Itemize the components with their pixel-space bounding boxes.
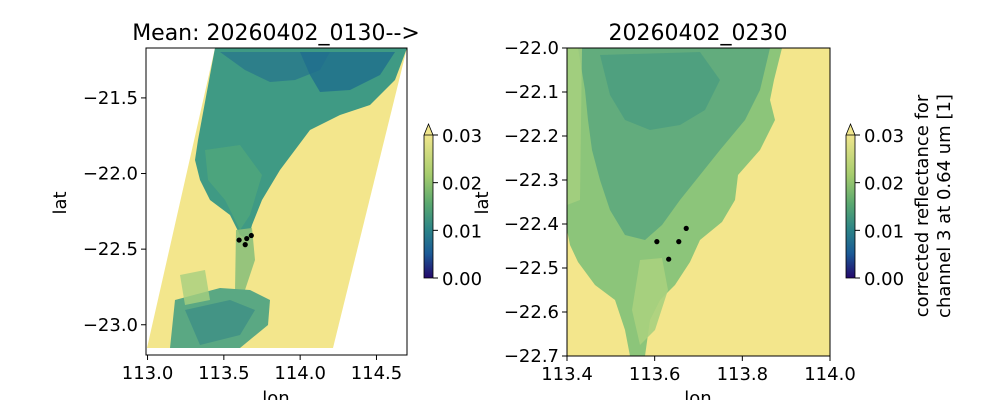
y-tick-label: −22.5 [83,239,138,260]
y-tick-label: −22.6 [504,302,559,323]
panel-1-colorbar-extend-arrow [423,122,434,136]
panel-2-title: 20260402_0230 [609,21,788,46]
colorbar-tick-label: 0.00 [864,269,904,290]
marker-point [248,232,254,239]
panel-2-colorbar-ticks: 0.00 0.01 0.02 0.03 [855,126,904,290]
panel-2-x-label: lon [684,388,711,400]
marker-point [666,256,672,262]
x-tick-label: 113.4 [541,364,593,385]
panel-1-colorbar-gradient [424,135,433,278]
panel-2: 20260402_0230 113.4 113.6 113.8 114.0 −22.0… [472,21,955,400]
panel-2-colorbar-extend-arrow [845,122,856,136]
panel-1: Mean: 20260402_0130--> 113.0 113.5 114.0 11… [50,21,482,400]
colorbar-tick-label: 0.03 [442,126,482,147]
marker-point [242,242,248,248]
x-tick-label: 114.0 [274,363,326,384]
y-tick-label: −22.1 [504,82,559,103]
panel-2-colorbar-gradient [846,135,855,278]
colorbar-tick-label: 0.00 [442,269,482,290]
panel-1-x-label: lon [262,388,289,400]
marker-point [683,225,689,231]
colorbar-tick-label: 0.01 [864,221,904,242]
panel-2-y-label: lat [472,191,493,214]
panel-1-image [147,48,407,348]
x-tick-label: 113.5 [198,363,250,384]
panel-2-x-ticks: 113.4 113.6 113.8 114.0 [541,356,856,385]
y-tick-label: −22.2 [504,126,559,147]
colorbar-tick-label: 0.01 [442,221,482,242]
y-tick-label: −22.0 [504,38,559,59]
colorbar-label-line-2: channel 3 at 0.64 um [1] [934,94,955,318]
panel-2-axes-frame [566,47,831,357]
colorbar-tick-label: 0.02 [442,174,482,195]
panel-1-title: Mean: 20260402_0130--> [132,21,420,46]
panel-2-colorbar: 0.00 0.01 0.02 0.03 corrected reflectance f… [845,94,955,318]
panel-2-points [654,225,689,262]
panel-2-y-ticks: −22.0 −22.1 −22.2 −22.3 −22.4 −22.5 −22.6 −22.7 [504,38,567,367]
panel-1-axes-frame [145,47,408,356]
y-tick-label: −22.3 [504,170,559,191]
marker-point [676,239,682,245]
panel-1-y-ticks: −21.5 −22.0 −22.5 −23.0 [83,88,146,336]
y-tick-label: −22.7 [504,346,559,367]
y-tick-label: −22.4 [504,214,559,235]
colorbar-tick-label: 0.02 [864,174,904,195]
x-tick-label: 114.5 [351,363,403,384]
marker-point [236,237,242,243]
colorbar-label-line-1: corrected reflectance for [912,94,933,317]
marker-point [654,239,660,245]
panel-1-colorbar: 0.00 0.01 0.02 0.03 [423,122,482,290]
y-tick-label: −22.0 [83,164,138,185]
y-tick-label: −21.5 [83,88,138,109]
panel-1-colorbar-ticks: 0.00 0.01 0.02 0.03 [433,126,482,290]
panel-1-x-ticks: 113.0 113.5 114.0 114.5 [122,355,402,384]
colorbar-tick-label: 0.03 [864,126,904,147]
panel-2-image [567,48,830,356]
y-tick-label: −23.0 [83,315,138,336]
x-tick-label: 113.6 [629,364,681,385]
panel-1-points [236,232,254,248]
x-tick-label: 114.0 [804,364,856,385]
y-tick-label: −22.5 [504,258,559,279]
panel-1-y-label: lat [50,191,71,214]
x-tick-label: 113.0 [122,363,174,384]
x-tick-label: 113.8 [717,364,769,385]
marker-point [244,235,250,242]
panel-2-colorbar-label: corrected reflectance for channel 3 at 0… [912,94,955,318]
